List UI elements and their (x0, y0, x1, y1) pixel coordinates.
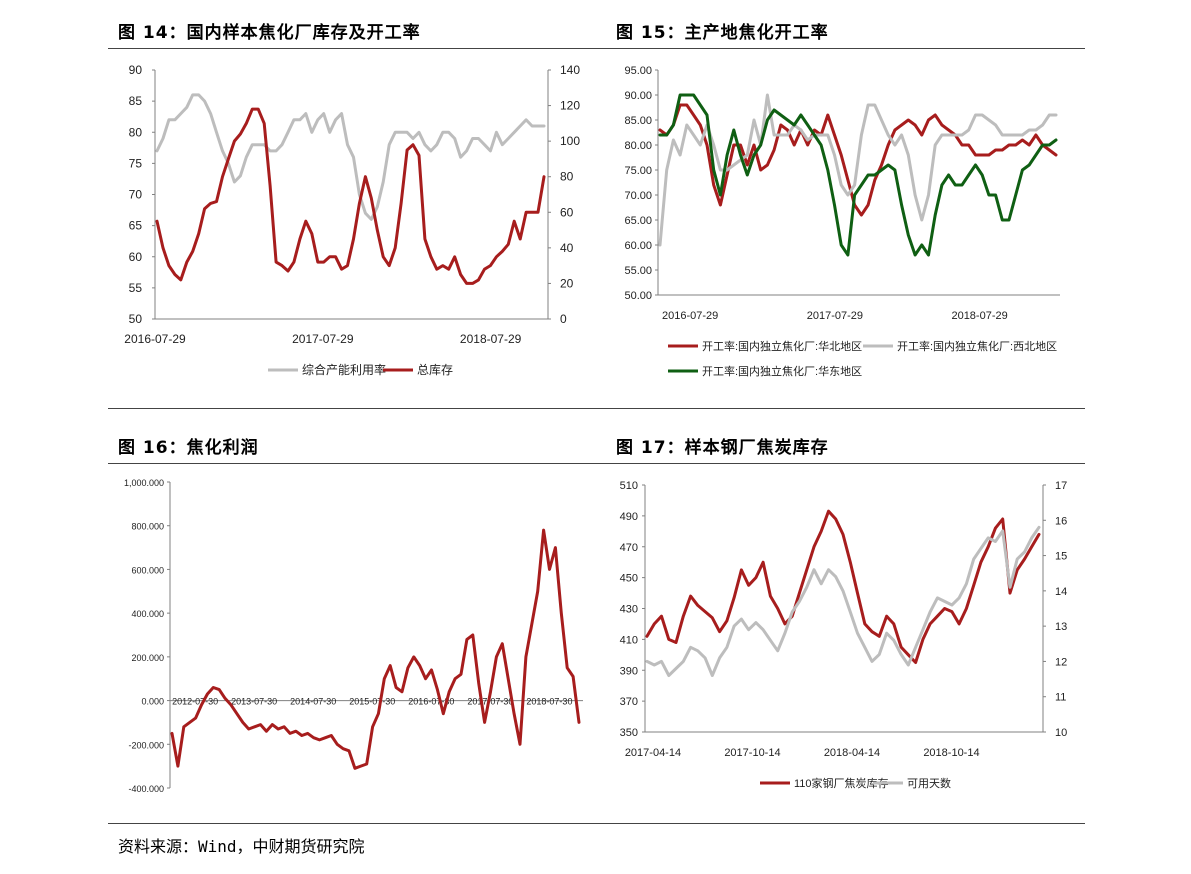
chart-17-title: 图 17：样本钢厂焦炭库存 (616, 438, 829, 458)
y-tick-label: 60 (129, 250, 143, 264)
legend-label: 110家钢厂焦炭库存 (794, 776, 889, 790)
series-line-1 (658, 103, 1058, 217)
y-tick-label: 510 (620, 480, 638, 492)
y-right-tick-label: 13 (1055, 621, 1067, 633)
y-right-tick-label: 14 (1055, 586, 1067, 598)
x-tick-label: 2018-07-29 (460, 332, 522, 346)
x-tick-label: 2017-07-30 (467, 697, 513, 707)
legend-label: 开工率:国内独立焦化厂:华东地区 (702, 364, 862, 378)
x-tick-label: 2016-07-30 (408, 697, 454, 707)
y-tick-label: 75.00 (624, 165, 652, 177)
legend-label: 开工率:国内独立焦化厂:西北地区 (897, 339, 1057, 353)
x-tick-label: 2017-10-14 (724, 747, 780, 759)
chart-14: 50 55 60 65 70 75 80 85 90 0 20 40 60 80 100 120 140 2016… (124, 63, 580, 377)
x-tick-label: 2017-07-29 (292, 332, 354, 346)
y-tick-label: 370 (620, 696, 638, 708)
y-tick-label: 55 (129, 281, 143, 295)
x-tick-label: 2012-07-30 (172, 697, 218, 707)
y-tick-label: 430 (620, 604, 638, 616)
y-tick-label: 470 (620, 542, 638, 554)
y-tick-label: 65 (129, 219, 143, 233)
chart-15: 50.00 55.00 60.00 65.00 70.00 75.00 80.00 85.00… (624, 65, 1060, 378)
x-tick-label: 2017-07-29 (807, 310, 863, 322)
mid-rule (108, 408, 1085, 409)
chart-16: -400.000 -200.000 0.000 200.000 400.000 600.0… (124, 478, 583, 794)
series-line-1 (170, 528, 581, 770)
y-tick-label: 55.00 (624, 265, 652, 277)
x-tick-label: 2018-07-29 (951, 310, 1007, 322)
y-tick-label: 80 (129, 125, 143, 139)
x-tick-label: 2017-04-14 (625, 747, 681, 759)
y-right-tick-label: 12 (1055, 656, 1067, 668)
y-tick-label: -400.000 (128, 784, 164, 794)
chart-15-title: 图 15：主产地焦化开工率 (616, 23, 829, 43)
chart-14-title: 图 14：国内样本焦化厂库存及开工率 (118, 23, 421, 43)
y-tick-label: 450 (620, 573, 638, 585)
chart-16-title: 图 16：焦化利润 (118, 438, 259, 458)
series-line-3 (658, 93, 1058, 257)
bottom-rule (108, 823, 1085, 824)
y-tick-label: 800.000 (131, 522, 164, 532)
y-right-tick-label: 0 (560, 312, 567, 326)
x-tick-label: 2018-10-14 (923, 747, 979, 759)
chart-17: 350 370 390 410 430 450 470 490 510 10 11 12 13 14 15 1… (620, 480, 1068, 790)
y-tick-label: 90.00 (624, 90, 652, 102)
y-tick-label: 70.00 (624, 190, 652, 202)
y-tick-label: 1,000.000 (124, 478, 164, 488)
x-tick-label: 2014-07-30 (290, 697, 336, 707)
x-tick-label: 2016-07-29 (124, 332, 186, 346)
series-line-2 (658, 93, 1058, 247)
y-tick-label: 410 (620, 634, 638, 646)
y-tick-label: 390 (620, 665, 638, 677)
y-right-tick-label: 80 (560, 170, 574, 184)
y-tick-label: 200.000 (131, 653, 164, 663)
legend-label: 总库存 (417, 362, 453, 377)
y-tick-label: 80.00 (624, 140, 652, 152)
y-tick-label: 85.00 (624, 115, 652, 127)
y-tick-label: -200.000 (128, 740, 164, 750)
y-right-tick-label: 60 (560, 205, 574, 219)
y-tick-label: 85 (129, 94, 143, 108)
y-right-tick-label: 40 (560, 241, 574, 255)
y-tick-label: 95.00 (624, 65, 652, 77)
y-right-tick-label: 20 (560, 276, 574, 290)
y-right-tick-label: 10 (1055, 727, 1067, 739)
y-tick-label: 350 (620, 727, 638, 739)
data-source-note: 资料来源：Wind，中财期货研究院 (118, 837, 365, 856)
x-tick-label: 2015-07-30 (349, 697, 395, 707)
y-right-tick-label: 15 (1055, 551, 1067, 563)
x-tick-label: 2018-04-14 (824, 747, 880, 759)
y-right-tick-label: 120 (560, 99, 580, 113)
y-tick-label: 50.00 (624, 290, 652, 302)
y-tick-label: 65.00 (624, 215, 652, 227)
y-tick-label: 90 (129, 63, 143, 77)
y-right-tick-label: 140 (560, 63, 580, 77)
legend-label: 开工率:国内独立焦化厂:华北地区 (702, 339, 862, 353)
y-right-tick-label: 17 (1055, 480, 1067, 492)
x-tick-label: 2018-07-30 (526, 697, 572, 707)
lower-rule (108, 463, 1085, 464)
y-tick-label: 50 (129, 312, 143, 326)
series-line-2 (155, 107, 546, 285)
y-tick-label: 490 (620, 511, 638, 523)
y-tick-label: 60.00 (624, 240, 652, 252)
y-tick-label: 70 (129, 188, 143, 202)
y-right-tick-label: 11 (1055, 692, 1066, 704)
top-rule (108, 48, 1085, 49)
y-tick-label: 0.000 (141, 697, 164, 707)
y-right-tick-label: 100 (560, 134, 580, 148)
series-line-1 (645, 509, 1041, 664)
y-tick-label: 400.000 (131, 609, 164, 619)
series-line-2 (645, 525, 1041, 677)
legend-label: 可用天数 (907, 777, 951, 790)
legend-label: 综合产能利用率 (302, 362, 386, 377)
y-right-tick-label: 16 (1055, 515, 1067, 527)
x-tick-label: 2013-07-30 (231, 697, 277, 707)
series-line-1 (155, 93, 546, 221)
x-tick-label: 2016-07-29 (662, 310, 718, 322)
y-tick-label: 75 (129, 156, 143, 170)
y-tick-label: 600.000 (131, 565, 164, 575)
